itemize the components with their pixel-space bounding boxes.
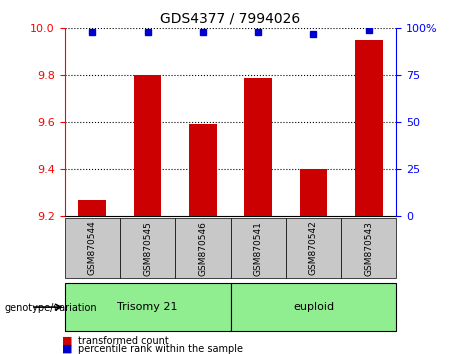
Bar (230, 283, 396, 331)
Text: GSM870542: GSM870542 (309, 221, 318, 275)
Bar (134, 75, 161, 216)
Text: GSM870541: GSM870541 (254, 221, 263, 276)
Bar (120, 218, 175, 278)
Bar (230, 218, 286, 278)
Text: ■: ■ (62, 344, 73, 354)
Text: transformed count: transformed count (78, 336, 169, 346)
Title: GDS4377 / 7994026: GDS4377 / 7994026 (160, 12, 301, 26)
Bar (78, 200, 106, 216)
Text: genotype/variation: genotype/variation (5, 303, 97, 313)
Text: GSM870543: GSM870543 (364, 221, 373, 276)
Text: ■: ■ (62, 336, 73, 346)
Bar (175, 218, 230, 278)
Bar (65, 283, 230, 331)
Bar (244, 78, 272, 216)
Bar (300, 169, 327, 216)
Bar (65, 218, 120, 278)
Text: GSM870546: GSM870546 (198, 221, 207, 276)
Text: Trisomy 21: Trisomy 21 (117, 302, 178, 312)
Bar (355, 40, 383, 216)
Text: GSM870544: GSM870544 (88, 221, 97, 275)
Bar (286, 218, 341, 278)
Bar (341, 218, 396, 278)
Text: GSM870545: GSM870545 (143, 221, 152, 276)
Bar (189, 125, 217, 216)
Text: percentile rank within the sample: percentile rank within the sample (78, 344, 243, 354)
Text: euploid: euploid (293, 302, 334, 312)
